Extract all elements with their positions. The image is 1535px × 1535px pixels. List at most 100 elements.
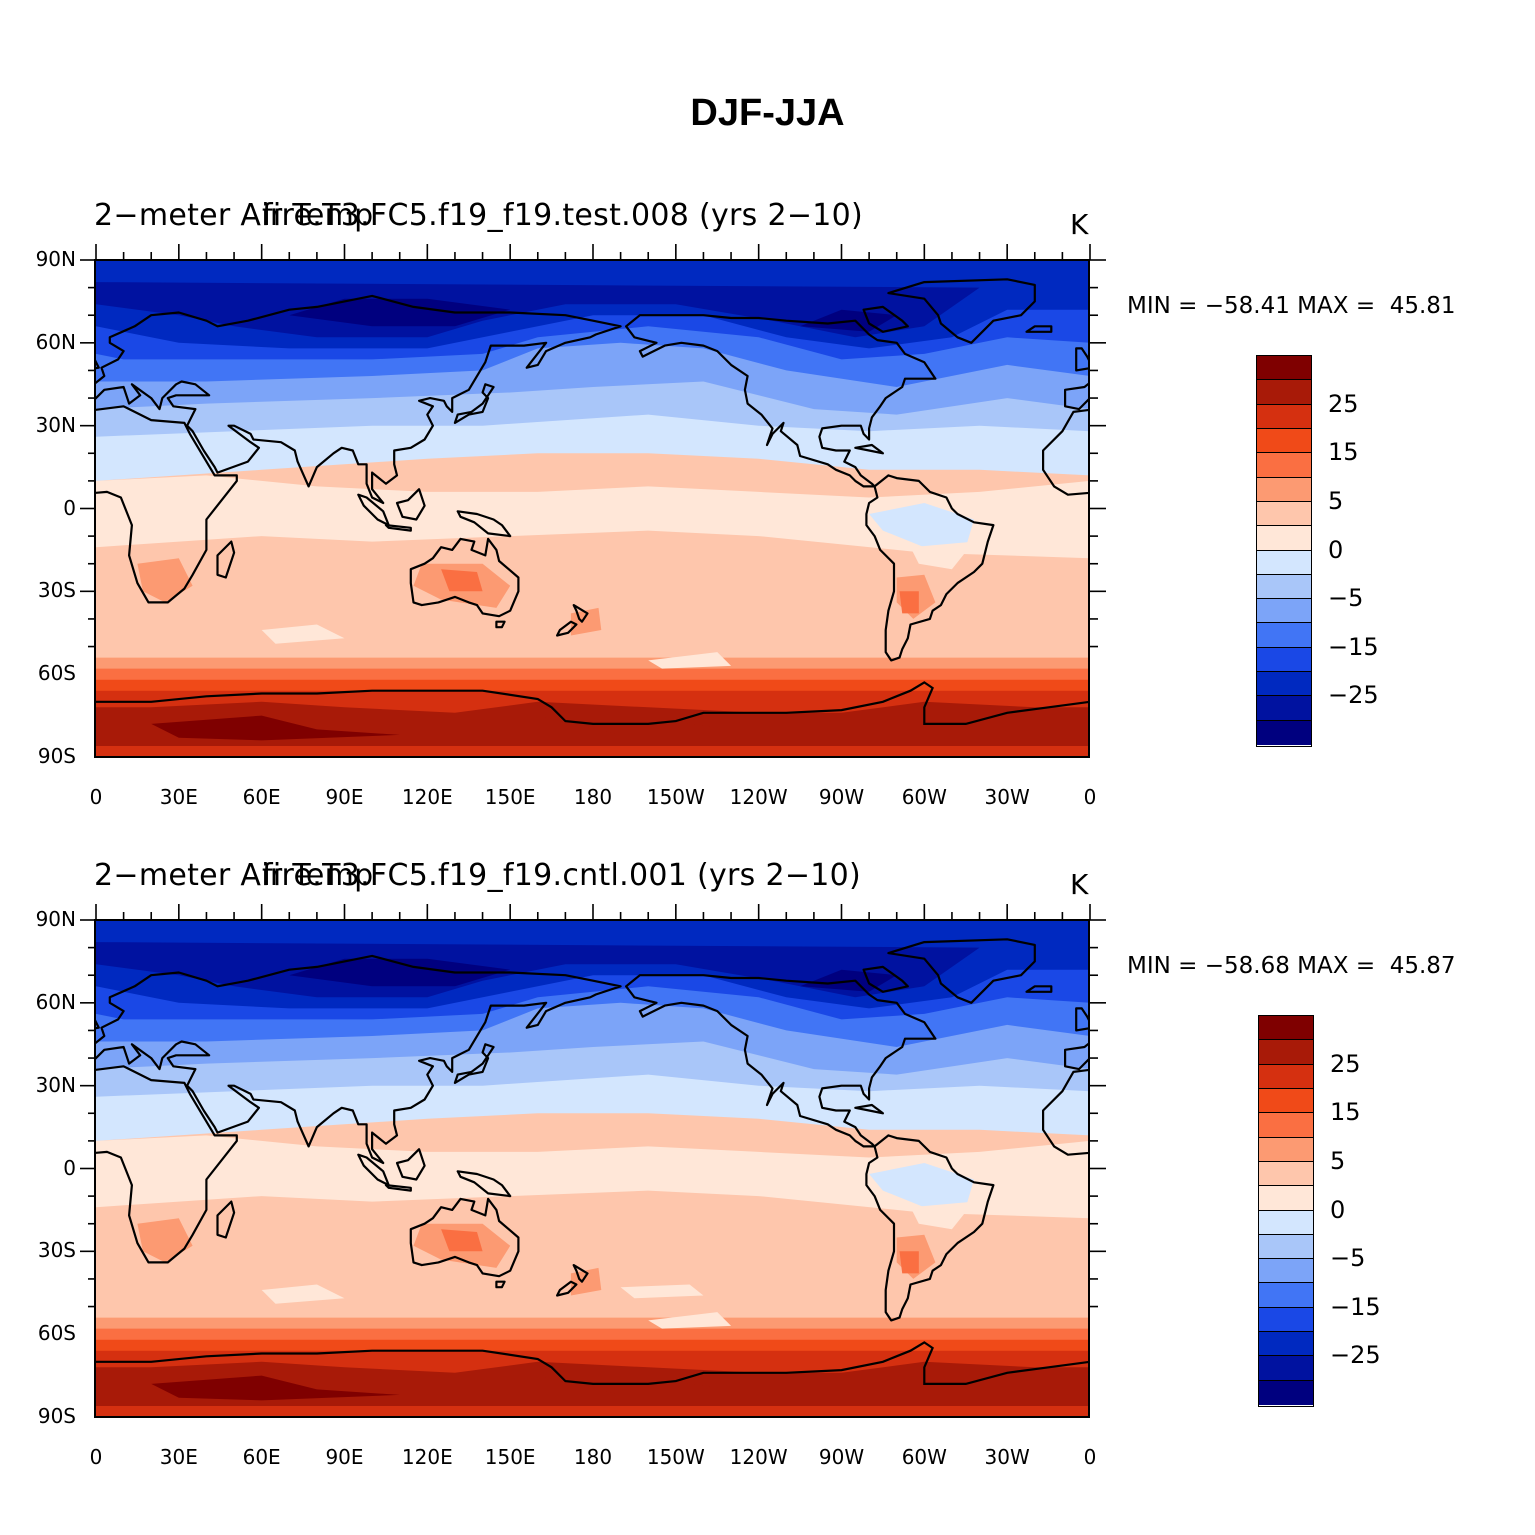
- lon-tick-label: 30W: [984, 785, 1030, 809]
- colorbar-swatch: [1259, 1332, 1313, 1357]
- map-panel-test: 2−meter Air Temp fire.T3.FC5.f19_f19.test…: [0, 0, 1535, 809]
- lat-tick-label: 60N: [35, 989, 76, 1014]
- colorbar-swatch: [1257, 404, 1311, 429]
- lat-tick-label: 90S: [37, 744, 76, 768]
- figure-title: DJF-JJA: [690, 92, 845, 134]
- lat-tick-label: 90N: [35, 247, 76, 271]
- panel-left-title: 2−meter Air Temp: [94, 198, 374, 233]
- panel-case-title: fire.T3.FC5.f19_f19.cntl.001 (yrs 2−10): [262, 858, 862, 893]
- lat-tick-label: 0: [63, 1155, 76, 1180]
- lon-tick-label: 90E: [325, 1445, 364, 1469]
- lat-tick-label: 60S: [37, 661, 76, 686]
- colorbar-swatch: [1257, 501, 1311, 527]
- max-value: 45.87: [1389, 953, 1456, 979]
- colorbar-label: 0: [1328, 535, 1344, 564]
- colorbar-swatch: [1257, 526, 1311, 551]
- lon-tick-label: 150W: [646, 785, 705, 809]
- colorbar-swatch: [1257, 453, 1311, 478]
- min-label: MIN =: [1127, 953, 1198, 979]
- colorbar-label: 5: [1330, 1146, 1346, 1175]
- colorbar-swatch: [1259, 1088, 1313, 1114]
- colorbar-label: −25: [1330, 1341, 1381, 1370]
- colorbar-swatch: [1259, 1137, 1313, 1162]
- colorbar-swatch: [1259, 1283, 1313, 1308]
- temperature-field: [96, 920, 1090, 1417]
- colorbar: [1258, 1015, 1314, 1407]
- panel-left-title: 2−meter Air Temp: [94, 858, 374, 893]
- lon-tick-label: 60E: [242, 1445, 281, 1469]
- colorbar-swatch: [1259, 1064, 1313, 1089]
- lon-tick-label: 180: [573, 1445, 613, 1469]
- min-label: MIN =: [1127, 293, 1198, 319]
- lat-tick-label: 60N: [35, 329, 76, 354]
- temperature-map: [96, 920, 1090, 1417]
- min-value: −58.41: [1204, 293, 1290, 319]
- colorbar-swatch: [1257, 696, 1311, 721]
- colorbar-swatch: [1259, 1210, 1313, 1235]
- min-value: −58.68: [1204, 953, 1290, 979]
- colorbar-swatch: [1257, 647, 1311, 673]
- colorbar-label: 15: [1328, 438, 1359, 467]
- colorbar-swatch: [1259, 1307, 1313, 1333]
- lat-tick-label: 60S: [37, 1321, 76, 1346]
- max-label: MAX =: [1297, 953, 1376, 979]
- coastlines: [96, 278, 1090, 725]
- temperature-map: [96, 260, 1090, 757]
- lon-tick-label: 30E: [159, 785, 198, 809]
- colorbar-swatch: [1257, 380, 1311, 405]
- lon-tick-label: 150W: [646, 1445, 705, 1469]
- colorbar-swatch: [1259, 1113, 1313, 1138]
- lon-tick-label: 60E: [242, 785, 281, 809]
- min-max-readout: MIN = −58.41 MAX = 45.81: [1127, 293, 1456, 319]
- lon-tick-label: 150E: [484, 1445, 536, 1469]
- lon-tick-label: 150E: [484, 785, 536, 809]
- colorbar-label: −25: [1328, 681, 1379, 710]
- colorbar-swatch: [1257, 477, 1311, 502]
- colorbar-swatch: [1257, 599, 1311, 624]
- colorbar-swatch: [1259, 1040, 1313, 1065]
- lon-tick-label: 120E: [401, 785, 453, 809]
- map-panel-control: 2−meter Air Temp fire.T3.FC5.f19_f19.cntl…: [0, 660, 1535, 1469]
- units-label: K: [1070, 868, 1089, 901]
- lon-tick-label: 120W: [729, 785, 788, 809]
- lon-tick-label: 120E: [401, 1445, 453, 1469]
- max-label: MAX =: [1297, 293, 1376, 319]
- colorbar: [1256, 355, 1312, 747]
- lon-tick-label: 90E: [325, 785, 364, 809]
- lat-tick-label: 90S: [37, 1404, 76, 1428]
- lat-tick-label: 30S: [37, 1238, 76, 1263]
- coastlines: [96, 938, 1090, 1385]
- colorbar-label: 0: [1330, 1195, 1346, 1224]
- colorbar-swatch: [1257, 550, 1311, 575]
- colorbar-label: 25: [1328, 389, 1359, 418]
- lon-tick-label: 0: [89, 785, 103, 809]
- colorbar-swatch: [1259, 1161, 1313, 1187]
- colorbar-label: −15: [1328, 632, 1379, 661]
- lon-tick-label: 0: [1083, 1445, 1097, 1469]
- lon-tick-label: 30W: [984, 1445, 1030, 1469]
- colorbar-label: 5: [1328, 486, 1344, 515]
- lat-tick-label: 0: [63, 495, 76, 520]
- lat-tick-label: 30N: [35, 1072, 76, 1097]
- colorbar-swatch: [1257, 356, 1311, 381]
- colorbar-swatch: [1257, 720, 1311, 745]
- lon-tick-label: 60W: [901, 785, 947, 809]
- lon-tick-label: 90W: [818, 785, 865, 809]
- lon-tick-label: 120W: [729, 1445, 788, 1469]
- colorbar-label: −15: [1330, 1292, 1381, 1321]
- min-max-readout: MIN = −58.68 MAX = 45.87: [1127, 953, 1456, 979]
- colorbar-swatch: [1259, 1380, 1313, 1405]
- colorbar-label: −5: [1328, 584, 1364, 613]
- units-label: K: [1070, 208, 1089, 241]
- lon-tick-label: 0: [89, 1445, 103, 1469]
- lat-tick-label: 90N: [35, 907, 76, 931]
- colorbar-swatch: [1259, 1186, 1313, 1211]
- colorbar-swatch: [1259, 1016, 1313, 1041]
- lon-tick-label: 0: [1083, 785, 1097, 809]
- colorbar-swatch: [1257, 574, 1311, 600]
- colorbar-swatch: [1257, 428, 1311, 454]
- colorbar-swatch: [1257, 623, 1311, 648]
- max-value: 45.81: [1389, 293, 1456, 319]
- lon-tick-label: 180: [573, 785, 613, 809]
- colorbar-label: 25: [1330, 1049, 1361, 1078]
